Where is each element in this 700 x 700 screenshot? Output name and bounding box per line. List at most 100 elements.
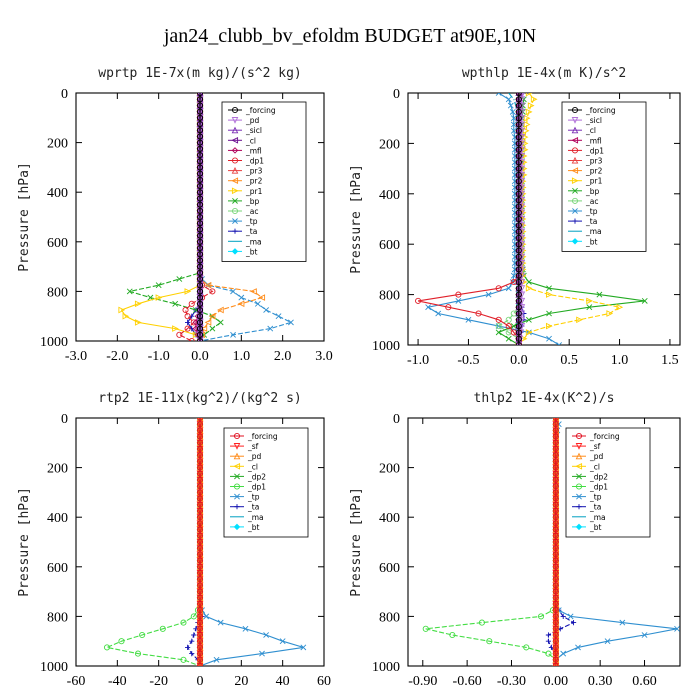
- x-tick-label: -0.60: [453, 674, 482, 689]
- chart-panel-2: wpthlp 1E-4x(m K)/s^2 Pressure [hPa] -1.0 -…: [349, 66, 681, 368]
- series-point: [518, 215, 526, 223]
- series-point: [505, 335, 512, 342]
- series-point: [196, 158, 204, 165]
- series-point: [134, 319, 142, 326]
- series-point: [196, 238, 204, 245]
- series-point: [552, 557, 559, 564]
- legend-label: _ac: [245, 207, 258, 216]
- legend-marker: [233, 462, 241, 470]
- series-point: [552, 483, 559, 490]
- series-point: [196, 607, 204, 614]
- series-point: [172, 300, 179, 307]
- legend-marker: [233, 523, 241, 531]
- series-point: [196, 545, 204, 552]
- series-point: [515, 115, 522, 122]
- series-point: [184, 313, 191, 320]
- series-point: [567, 613, 574, 620]
- series-point: [495, 329, 502, 336]
- series-point: [237, 300, 245, 308]
- series-point: [515, 234, 522, 241]
- series-point: [523, 644, 530, 651]
- series-point: [586, 297, 593, 305]
- series-point: [495, 93, 502, 96]
- y-axis-label: Pressure [hPa]: [17, 487, 32, 597]
- series-point: [203, 613, 210, 620]
- chart-panel-4: thlp2 1E-4x(K^2)/s Pressure [hPa] -0.90 -0.…: [349, 391, 681, 689]
- series-point: [196, 114, 204, 121]
- legend-marker: [231, 177, 239, 185]
- series-point: [189, 651, 195, 657]
- series-point: [518, 121, 526, 129]
- series-point: [196, 288, 204, 295]
- x-tick-label: 0.30: [588, 674, 613, 689]
- legend-label: _dp2: [589, 472, 608, 481]
- legend-label: _bt: [585, 237, 598, 246]
- series-point: [242, 625, 249, 632]
- series-point: [196, 576, 204, 583]
- series-point: [217, 619, 224, 626]
- series-point: [619, 619, 626, 626]
- legend-label: _ta: [589, 503, 601, 512]
- y-tick-label: 0: [61, 412, 68, 427]
- series-forcing: [196, 93, 204, 341]
- legend-label: _forcing: [585, 106, 616, 115]
- series-point: [552, 656, 559, 663]
- legend-marker: [571, 106, 579, 114]
- series-point: [422, 625, 429, 632]
- series-point: [641, 632, 648, 638]
- series-point: [196, 325, 204, 332]
- series-point: [575, 644, 581, 651]
- series-point: [196, 569, 204, 577]
- series-point: [495, 323, 502, 330]
- series-point: [515, 247, 522, 254]
- y-tick-label: 600: [379, 238, 400, 253]
- x-tick-label: -3.0: [65, 349, 87, 364]
- series-point: [552, 594, 559, 601]
- series-point: [552, 439, 559, 446]
- series-point: [196, 164, 204, 171]
- series-point: [552, 662, 559, 666]
- series-point: [196, 201, 204, 208]
- series-point: [505, 285, 512, 292]
- series-point: [515, 310, 522, 317]
- series-point: [196, 662, 204, 666]
- series-point: [515, 134, 522, 141]
- legend-marker: [571, 197, 579, 204]
- series-point: [552, 607, 559, 614]
- series-point: [196, 644, 204, 651]
- x-tick-label: -2.0: [106, 349, 128, 364]
- series-point: [267, 325, 274, 332]
- series-point: [196, 656, 204, 663]
- series-point: [552, 458, 559, 465]
- series-point: [525, 279, 532, 285]
- series-point: [118, 306, 126, 314]
- plot-area: [118, 93, 294, 341]
- series-point: [525, 108, 533, 116]
- legend-marker: [231, 106, 239, 114]
- series-point: [518, 241, 526, 248]
- series-point: [552, 418, 559, 422]
- series-forcing: [552, 418, 559, 666]
- legend-label: _dp1: [247, 483, 266, 492]
- plot-area: [103, 418, 307, 666]
- series-point: [475, 310, 482, 317]
- series-point: [196, 251, 204, 258]
- legend-label: _pd: [589, 452, 604, 461]
- panels: wprtp 1E-7x(m kg)/(s^2 kg) Pressure [hPa]…: [17, 66, 681, 689]
- series-point: [546, 335, 552, 342]
- series-point: [196, 282, 204, 289]
- legend-label: _sicl: [585, 116, 602, 125]
- legend-marker: [571, 177, 579, 185]
- y-tick-label: 400: [379, 511, 400, 526]
- series-point: [556, 342, 563, 345]
- series-point: [518, 203, 526, 211]
- series-point: [258, 294, 266, 301]
- legend-label: _ta: [245, 227, 257, 236]
- series-point: [196, 139, 204, 146]
- series-point: [449, 631, 456, 639]
- series-point: [518, 102, 526, 110]
- legend-marker: [576, 473, 582, 480]
- legend-label: _pr3: [245, 167, 263, 176]
- series-point: [505, 316, 512, 323]
- legend-marker: [575, 452, 583, 460]
